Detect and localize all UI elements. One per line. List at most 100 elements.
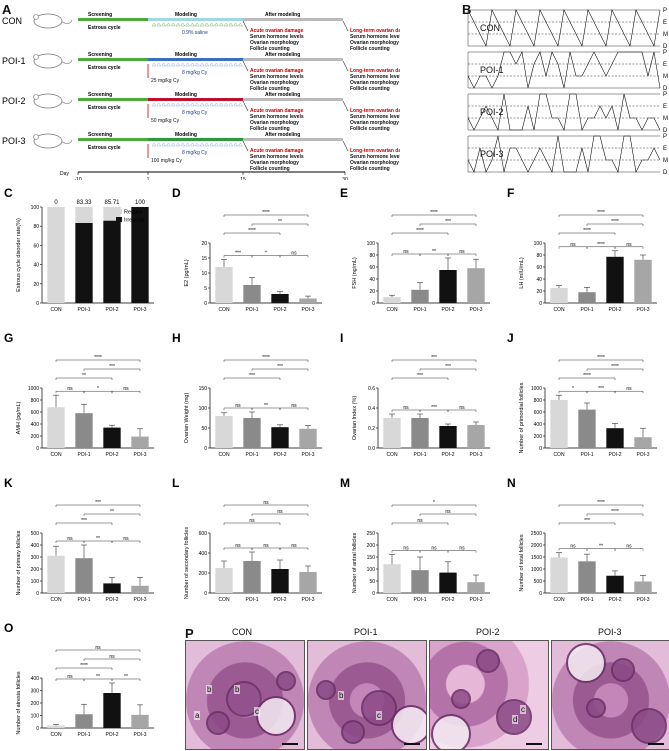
data-label: 0 [54,200,58,206]
acute-item: Ovarian morphology [250,160,299,166]
x-tick-label: POI-1 [245,452,258,458]
stage-label: P [663,134,667,140]
histology-marker: c [376,711,382,720]
stage-label: P [663,92,667,98]
sig-label: ns [570,544,576,550]
acute-item: Serum hormone levels [250,154,304,160]
bar [131,585,149,593]
y-axis-label: Number of total follicles [519,534,525,591]
y-tick-label: 100 [367,241,376,247]
y-tick-label: 0.6 [368,386,375,392]
bar-irregular [103,220,121,303]
sig-label: ns [235,543,241,549]
bar [411,418,429,448]
stage-label: M [663,158,668,164]
sig-label: ns [123,536,129,542]
y-tick-label: 300 [31,689,40,695]
estrous-trace [467,93,661,131]
sig-label: **** [597,210,605,216]
bar [131,436,149,448]
bar-irregular [131,207,149,303]
x-tick-label: CON [218,307,230,313]
sig-label: ns [459,546,465,552]
longterm-item: Ovarian morphology [350,120,399,126]
x-tick-label: POI-1 [245,597,258,603]
x-tick-label: POI-3 [636,307,649,313]
y-tick-label: 60 [369,265,375,271]
bar-regular [75,207,93,224]
y-axis-label: Number of primary follicles [16,530,22,595]
trace-group-name: CON [480,23,500,33]
y-tick-label: 80 [536,253,542,259]
bar [47,555,65,593]
y-tick-label: 80 [369,253,375,259]
sig-label: *** [445,364,451,370]
after-bar [243,98,343,101]
modeling-label: Modeling [175,12,197,18]
bar [550,557,568,593]
panel-a-timeline: CON Screening Modeling After modeling Estrou… [2,12,400,180]
sig-label: ns [67,674,73,680]
y-tick-label: 0 [539,591,542,597]
panel-letter: I [340,331,343,345]
sig-label: **** [430,210,438,216]
y-tick-label: 1000 [28,386,39,392]
stage-label: M [663,74,668,80]
bar [383,297,401,303]
bar [383,418,401,448]
bar [243,561,261,593]
x-tick-label: POI-3 [133,452,146,458]
chart-k: K 0 100 200 300 400 500 Number of primary folli… [4,476,154,603]
y-tick-label: 300 [31,555,40,561]
bar [299,572,317,593]
follicle [431,714,471,749]
x-tick-label: POI-1 [77,307,90,313]
bar [439,270,457,303]
sig-label: **** [583,373,591,379]
y-tick-label: 100 [31,714,40,720]
x-tick-label: CON [50,597,62,603]
y-tick-label: 400 [199,551,208,557]
trace-group-name: POI-2 [480,107,504,117]
x-tick-label: POI-1 [245,307,258,313]
y-tick-label: 15 [201,256,207,262]
group-name: POI-3 [2,136,26,146]
bar [75,714,93,728]
histology-marker: b [234,685,241,694]
estrous-label: Estrous cycle [88,105,121,111]
histology-marker: c [254,707,260,716]
sig-label: **** [80,663,88,669]
y-tick-label: 0 [204,446,207,452]
y-tick-label: 500 [534,579,543,585]
after-label: After modeling [265,92,300,98]
sig-label: ns [626,242,632,248]
sig-label: **** [262,210,270,216]
after-label: After modeling [265,52,300,58]
y-tick-label: 100 [31,205,40,211]
x-tick-label: POI-2 [105,732,118,738]
day-tick: 1 [147,177,150,180]
y-tick-label: 400 [534,422,543,428]
dose-label: 25 mg/kg Cy [151,78,180,84]
stage-label: E [663,104,667,110]
bar [47,407,65,448]
longterm-item: Follicle counting [350,166,390,172]
follicle [256,696,296,736]
y-tick-label: 200 [199,571,208,577]
legend-label: Irregular [124,218,145,224]
y-tick-label: 20 [369,289,375,295]
x-tick-label: POI-3 [301,452,314,458]
longterm-item: Long-term ovarian damage [350,108,400,114]
trace-group-name: POI-3 [480,149,504,159]
x-tick-label: POI-3 [301,307,314,313]
legend-swatch-irregular [116,217,122,222]
sig-label: *** [431,355,437,361]
modeling-label: Modeling [175,92,197,98]
scale-bar [526,743,542,745]
mouse-icon [33,93,73,109]
sig-label: ns [291,251,297,257]
y-tick-label: 0 [36,726,39,732]
scale-bar [648,743,664,745]
